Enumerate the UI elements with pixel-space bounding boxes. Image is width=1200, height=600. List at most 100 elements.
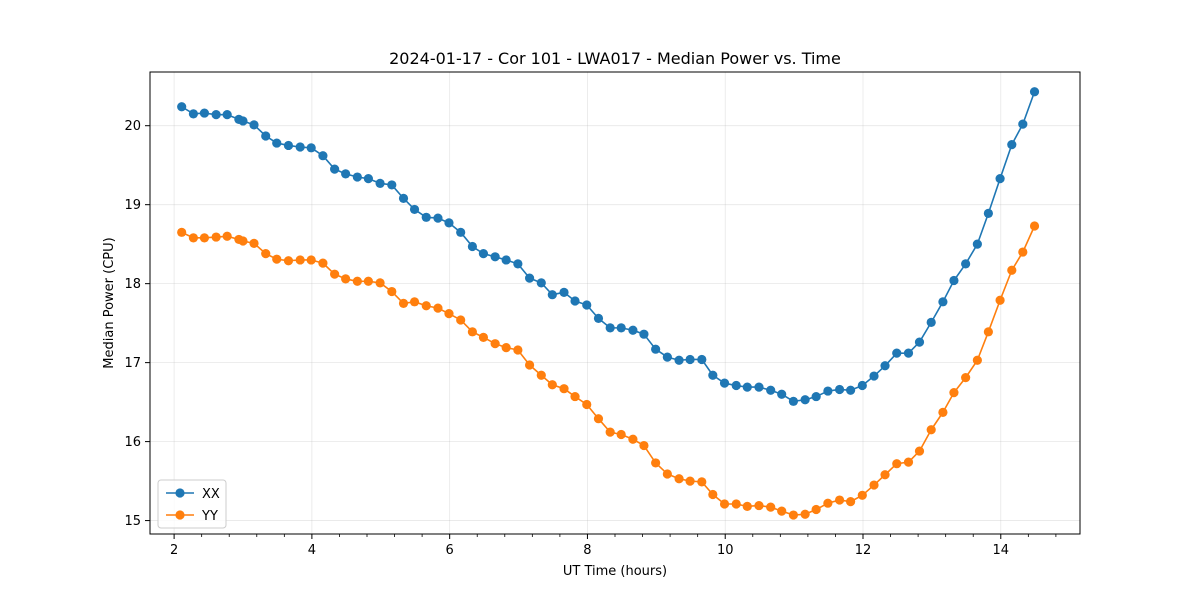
data-point-yy (306, 255, 316, 265)
data-point-yy (788, 510, 799, 520)
legend-marker-yy (175, 510, 185, 520)
data-point-yy (238, 236, 248, 246)
data-point-yy (639, 440, 649, 451)
data-point-xx (318, 151, 328, 161)
series-yy (177, 221, 1040, 520)
data-point-xx (1018, 119, 1028, 129)
data-point-xx (972, 239, 982, 249)
data-point-yy (444, 309, 454, 319)
data-point-yy (188, 233, 198, 243)
x-tick-label: 4 (308, 543, 316, 558)
x-tick-label: 2 (170, 543, 178, 558)
data-point-yy (330, 269, 340, 279)
data-point-xx (639, 329, 649, 339)
legend-label-xx: XX (202, 487, 220, 502)
series-xx (177, 87, 1040, 406)
data-point-yy (983, 327, 993, 337)
data-point-xx (823, 386, 833, 396)
data-point-xx (536, 278, 546, 288)
x-tick-label: 14 (993, 543, 1010, 558)
data-point-xx (272, 138, 282, 148)
data-point-xx (811, 391, 821, 402)
data-point-xx (697, 354, 707, 365)
data-point-xx (501, 255, 511, 265)
data-point-xx (177, 102, 187, 112)
data-point-xx (800, 395, 810, 405)
data-point-xx (731, 380, 741, 391)
data-point-xx (387, 180, 397, 190)
data-point-xx (651, 344, 661, 354)
series-layer (177, 87, 1040, 520)
data-point-yy (593, 414, 604, 424)
data-point-yy (846, 497, 856, 507)
data-point-yy (341, 274, 351, 284)
data-point-xx (914, 337, 925, 347)
data-point-xx (456, 227, 466, 237)
data-point-yy (880, 470, 890, 480)
x-tick-label: 12 (855, 543, 872, 558)
data-point-xx (199, 108, 210, 118)
data-point-xx (662, 352, 672, 362)
data-point-yy (972, 355, 982, 365)
data-point-xx (238, 116, 248, 126)
data-point-yy (501, 343, 511, 353)
plot-area-background (150, 72, 1080, 534)
data-point-xx (777, 389, 787, 399)
data-point-xx (433, 213, 443, 223)
data-point-yy (582, 399, 592, 410)
data-point-yy (177, 227, 187, 237)
data-point-xx (1029, 87, 1040, 97)
data-point-yy (651, 458, 661, 468)
data-point-xx (222, 110, 232, 120)
data-point-xx (903, 348, 914, 358)
data-point-yy (513, 345, 523, 355)
data-point-yy (524, 360, 535, 370)
data-point-xx (444, 218, 454, 228)
data-point-xx (547, 290, 557, 300)
y-tick-label: 20 (124, 119, 141, 134)
data-point-xx (926, 317, 936, 327)
y-tick-label: 17 (124, 356, 141, 371)
data-point-yy (409, 297, 420, 307)
data-point-xx (685, 354, 695, 365)
data-point-xx (949, 275, 959, 286)
y-axis-label: Median Power (CPU) (102, 237, 117, 368)
data-point-xx (306, 143, 316, 153)
data-point-xx (880, 361, 890, 371)
y-tick-label: 16 (124, 435, 141, 450)
data-point-yy (261, 249, 271, 259)
data-point-xx (938, 297, 948, 307)
data-point-xx (892, 348, 902, 358)
data-point-xx (283, 140, 294, 151)
data-point-xx (742, 382, 752, 392)
data-point-yy (777, 506, 787, 516)
data-point-yy (433, 303, 443, 313)
data-point-xx (261, 131, 271, 141)
data-point-xx (330, 164, 340, 174)
data-point-xx (995, 174, 1005, 184)
data-point-yy (547, 380, 557, 390)
data-point-yy (375, 278, 385, 288)
data-point-xx (846, 385, 856, 395)
data-point-yy (823, 498, 833, 508)
data-point-xx (570, 296, 580, 306)
data-point-yy (719, 499, 730, 509)
y-tick-label: 15 (124, 514, 141, 529)
data-point-yy (467, 327, 477, 337)
data-point-yy (1007, 265, 1017, 275)
data-point-yy (697, 477, 707, 487)
data-point-xx (605, 323, 615, 333)
y-tick-label: 19 (124, 198, 141, 213)
data-point-xx (249, 120, 259, 130)
data-point-yy (1029, 221, 1040, 231)
data-point-yy (616, 429, 626, 440)
data-point-xx (211, 110, 221, 120)
data-point-yy (754, 500, 764, 511)
data-point-yy (283, 256, 294, 266)
legend: XX YY (157, 479, 227, 529)
data-point-yy (892, 459, 902, 469)
x-axis-label: UT Time (hours) (563, 564, 667, 579)
data-point-xx (1007, 140, 1017, 150)
data-point-yy (938, 407, 948, 417)
data-point-xx (409, 204, 420, 215)
